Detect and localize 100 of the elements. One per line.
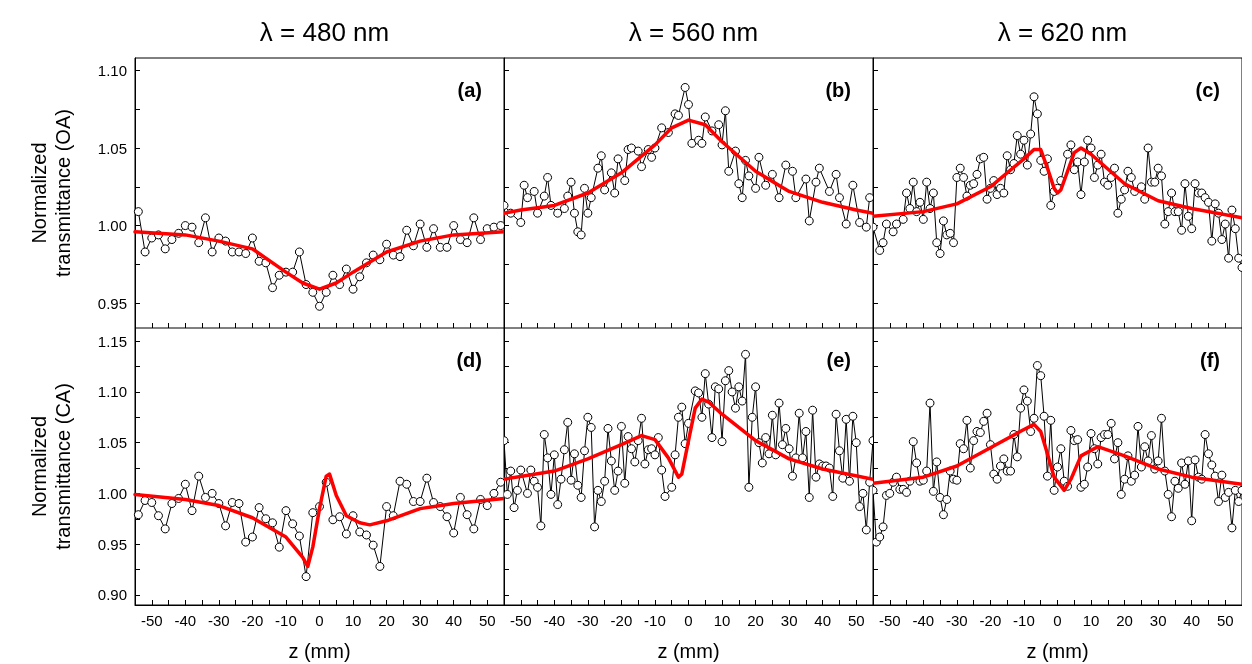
point	[301, 572, 311, 582]
point	[288, 519, 298, 529]
x-tick-label: -50	[140, 612, 163, 629]
x-tick-label: 40	[1183, 612, 1201, 629]
point	[200, 213, 210, 223]
point	[476, 235, 486, 245]
point	[482, 501, 492, 511]
point	[455, 492, 465, 502]
point	[167, 235, 177, 245]
chart-title: λ = 620 nm	[997, 17, 1128, 47]
point	[355, 272, 365, 282]
point	[341, 529, 351, 539]
point	[395, 252, 405, 262]
point	[422, 473, 432, 483]
point	[442, 512, 452, 522]
point	[489, 488, 499, 498]
point	[348, 284, 358, 294]
x-tick-label: -50	[509, 612, 532, 629]
x-tick-label: 20	[1116, 612, 1133, 629]
annotation: (e)	[826, 349, 851, 371]
x-tick-label: 10	[344, 612, 362, 629]
point	[496, 477, 504, 487]
point	[160, 244, 170, 254]
point	[442, 242, 452, 252]
annotation: (c)	[1195, 79, 1220, 101]
y-tick-label: 1.05	[97, 139, 127, 157]
point	[194, 238, 204, 248]
x-tick-label: -10	[275, 612, 297, 629]
point	[247, 532, 257, 542]
chart-title: λ = 480 nm	[259, 17, 390, 47]
x-tick-label: 40	[445, 612, 463, 629]
point	[415, 497, 425, 506]
point	[382, 502, 392, 512]
point	[455, 235, 465, 245]
point	[402, 225, 412, 235]
point	[261, 514, 271, 524]
annotation: (b)	[825, 79, 851, 101]
point	[294, 531, 304, 541]
x-tick-label: 20	[747, 612, 764, 629]
annotation: (a)	[457, 79, 482, 101]
point	[167, 499, 177, 509]
x-tick-label: -30	[208, 612, 230, 629]
point	[308, 508, 318, 518]
chart-title: λ = 560 nm	[628, 17, 759, 47]
x-tick-label: -20	[610, 612, 633, 629]
x-axis-title: z (mm)	[657, 640, 720, 662]
point	[469, 213, 479, 223]
point	[207, 247, 217, 257]
y-tick-label: 1.10	[97, 383, 127, 401]
point	[147, 498, 157, 508]
point	[395, 476, 405, 486]
y-axis-title: Normalized transmittance (OA)	[28, 109, 74, 277]
point	[160, 524, 170, 534]
point	[341, 264, 351, 274]
x-tick-label: -40	[174, 612, 197, 629]
point	[133, 510, 143, 520]
x-tick-label: 0	[1053, 612, 1062, 629]
point	[408, 497, 418, 506]
point	[281, 506, 291, 516]
point	[274, 542, 284, 552]
point	[449, 221, 459, 231]
point	[207, 488, 217, 498]
point	[268, 518, 278, 528]
point	[308, 287, 318, 297]
point	[355, 527, 365, 537]
x-tick-label: 30	[780, 612, 798, 629]
point	[328, 270, 338, 280]
point	[274, 270, 284, 280]
point	[187, 506, 197, 516]
point	[133, 207, 143, 217]
y-tick-label: 1.15	[97, 332, 127, 350]
x-tick-label: 40	[814, 612, 832, 629]
x-tick-label: -10	[644, 612, 666, 629]
point	[382, 239, 392, 249]
x-tick-label: 30	[411, 612, 429, 629]
point	[221, 521, 231, 531]
point	[422, 242, 432, 252]
point	[241, 249, 251, 259]
x-tick-label: 30	[1149, 612, 1167, 629]
point	[180, 221, 190, 231]
point	[462, 510, 472, 520]
y-tick-label: 1.05	[97, 434, 127, 452]
x-tick-label: -20	[979, 612, 1002, 629]
point	[268, 283, 278, 293]
point	[254, 503, 264, 513]
point	[415, 219, 425, 229]
point	[315, 301, 324, 311]
x-tick-label: 20	[378, 612, 395, 629]
x-tick-label: 10	[713, 612, 731, 629]
point	[328, 515, 338, 525]
x-tick-label: 50	[1216, 612, 1234, 629]
point	[247, 233, 257, 243]
point	[429, 224, 439, 234]
y-tick-label: 0.95	[97, 535, 127, 553]
annotation: (d)	[456, 349, 482, 371]
point	[241, 537, 251, 547]
x-tick-label: -40	[543, 612, 566, 629]
x-tick-label: -20	[241, 612, 264, 629]
point	[462, 238, 472, 248]
point	[321, 287, 331, 297]
